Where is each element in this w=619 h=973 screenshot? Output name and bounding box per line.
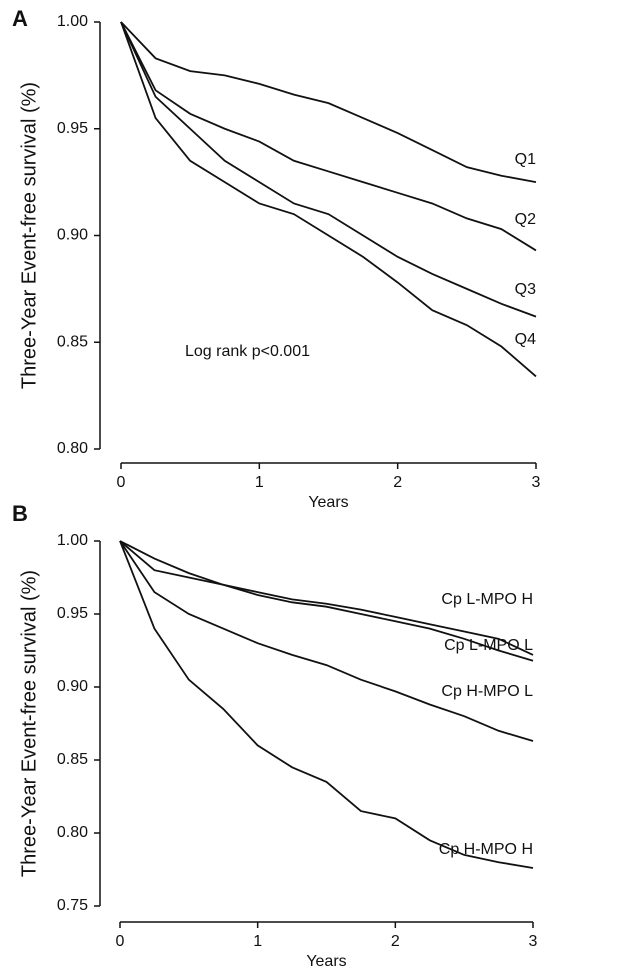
- x-tick-label: 3: [529, 933, 538, 950]
- curve-label: Q1: [515, 151, 536, 168]
- x-tick-label: 3: [532, 474, 541, 491]
- survival-curve: [119, 540, 534, 869]
- panel-label: A: [12, 6, 28, 31]
- y-tick-label: 0.80: [57, 824, 88, 841]
- y-tick-label: 0.95: [57, 605, 88, 622]
- curve-label: Cp H-MPO H: [439, 841, 533, 858]
- y-tick-label: 0.90: [57, 227, 88, 244]
- x-axis-label: Years: [306, 953, 346, 970]
- survival-curve: [119, 540, 534, 656]
- x-axis-label: Years: [308, 494, 348, 511]
- curve-label: Q4: [515, 331, 536, 348]
- y-axis-label: Three-Year Event-free survival (%): [18, 570, 40, 877]
- y-axis-label: Three-Year Event-free survival (%): [18, 82, 40, 389]
- annotation: Log rank p<0.001: [185, 343, 310, 360]
- y-tick-label: 1.00: [57, 532, 88, 549]
- x-tick-label: 0: [116, 933, 125, 950]
- survival-curve: [119, 540, 534, 662]
- y-tick-label: 1.00: [57, 13, 88, 30]
- y-tick-label: 0.85: [57, 751, 88, 768]
- survival-curve: [120, 21, 537, 378]
- survival-curve: [120, 21, 537, 184]
- x-tick-label: 2: [393, 474, 402, 491]
- panel-label: B: [12, 501, 28, 526]
- survival-curve: [119, 540, 534, 742]
- y-tick-label: 0.80: [57, 440, 88, 457]
- curve-label: Cp L-MPO H: [441, 591, 533, 608]
- x-tick-label: 0: [117, 474, 126, 491]
- survival-curve: [120, 21, 537, 318]
- x-tick-label: 2: [391, 933, 400, 950]
- y-tick-label: 0.75: [57, 897, 88, 914]
- curve-label: Q2: [515, 211, 536, 228]
- survival-curve: [120, 21, 537, 252]
- y-tick-label: 0.95: [57, 120, 88, 137]
- curve-label: Q3: [515, 281, 536, 298]
- y-tick-label: 0.85: [57, 333, 88, 350]
- curve-label: Cp L-MPO L: [444, 637, 533, 654]
- x-tick-label: 1: [253, 933, 262, 950]
- curve-label: Cp H-MPO L: [441, 683, 533, 700]
- y-tick-label: 0.90: [57, 678, 88, 695]
- x-tick-label: 1: [255, 474, 264, 491]
